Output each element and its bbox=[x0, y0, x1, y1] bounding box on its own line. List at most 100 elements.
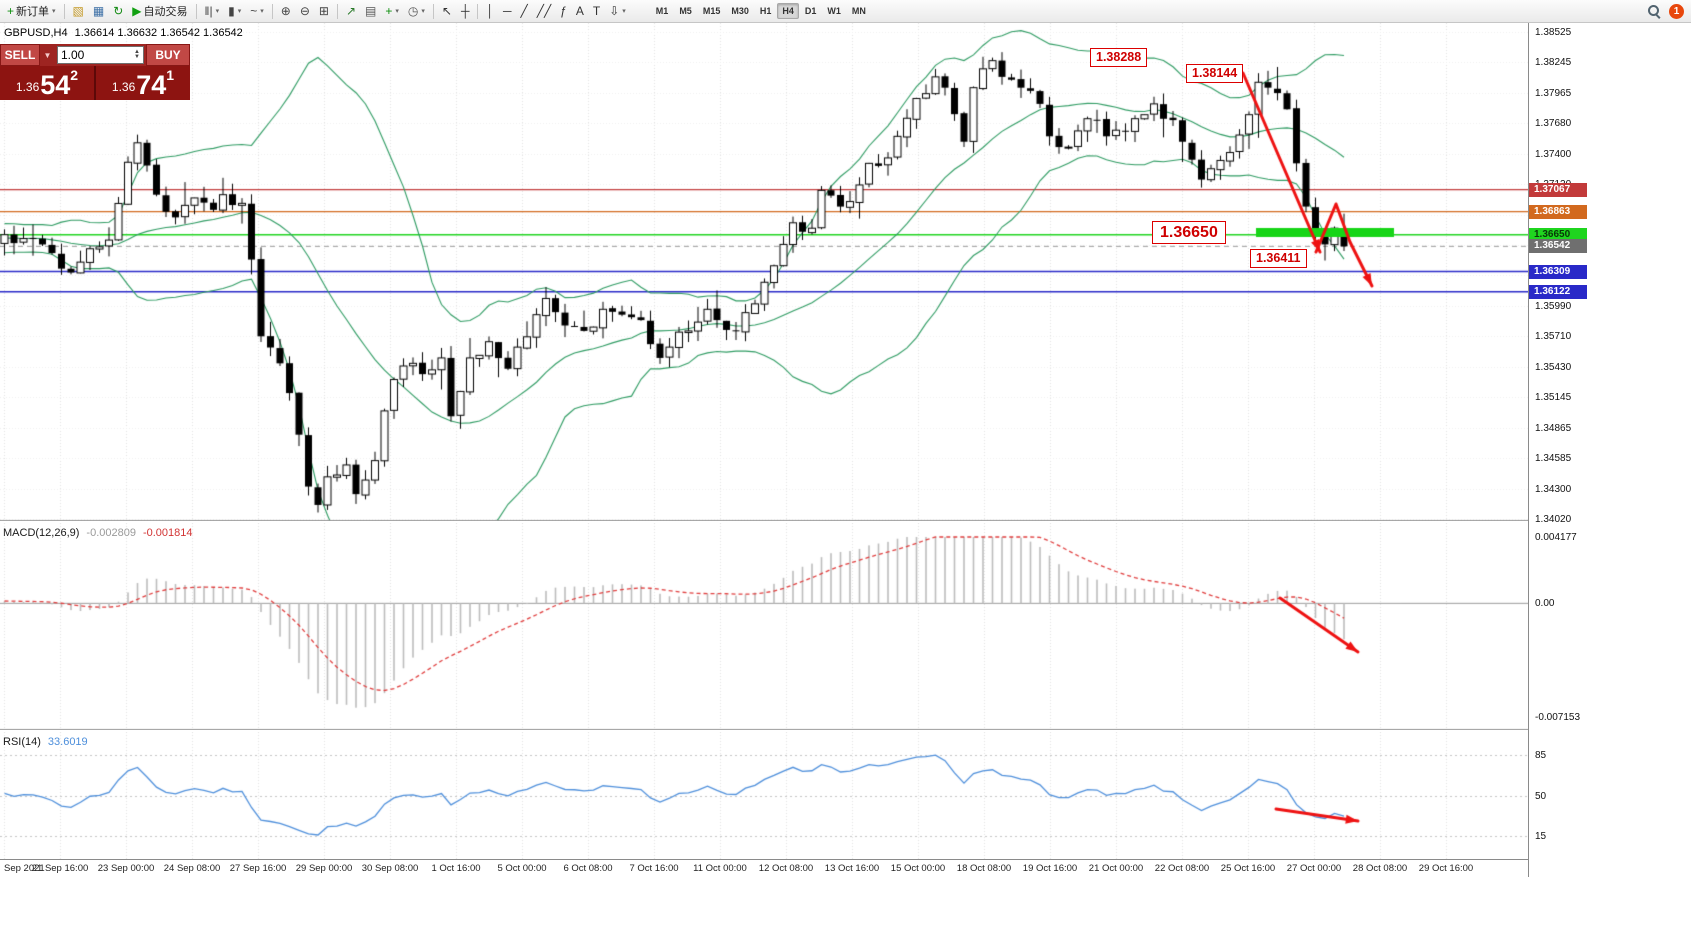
search-icon[interactable] bbox=[1647, 4, 1661, 18]
caret-down-icon: ▾ bbox=[622, 8, 626, 15]
rsi-value: 33.6019 bbox=[47, 736, 88, 748]
order-type-dropdown[interactable]: ▼ bbox=[43, 50, 52, 60]
time-axis-label: 21 Oct 00:00 bbox=[1088, 863, 1144, 874]
toolbar-profiles-button[interactable]: ▧ bbox=[69, 1, 88, 22]
main-chart-canvas[interactable] bbox=[0, 23, 1528, 521]
volume-spinner[interactable]: ▲ ▼ bbox=[134, 49, 140, 60]
toolbar-market-watch-button[interactable]: ▦ bbox=[89, 1, 108, 22]
rsi-pane-canvas[interactable] bbox=[0, 732, 1528, 859]
chart-annotations-layer: 1.38288 1.38144 1.36650 1.36411 bbox=[0, 23, 1528, 521]
price-axis-label: 1.38245 bbox=[1535, 57, 1572, 69]
rsi-title: RSI(14) bbox=[3, 736, 41, 748]
notification-badge[interactable]: 1 bbox=[1669, 3, 1684, 19]
volume-input[interactable]: 1.00 ▲ ▼ bbox=[57, 46, 144, 64]
toolbar-vertical-line-button[interactable]: │ bbox=[482, 1, 498, 22]
zoom-out-icon: ⊖ bbox=[299, 4, 310, 18]
toolbar-channel-button[interactable]: ╱╱ bbox=[533, 1, 555, 22]
toolbar-autotrading-button[interactable]: ▶ 自动交易 bbox=[128, 1, 191, 22]
timeframe-m5-button[interactable]: M5 bbox=[679, 6, 692, 16]
sell-button[interactable]: SELL bbox=[0, 44, 40, 66]
volume-value: 1.00 bbox=[61, 48, 85, 62]
time-axis-label: 13 Oct 16:00 bbox=[824, 863, 880, 874]
toolbar-line-chart-button[interactable]: ~ ▾ bbox=[246, 1, 268, 22]
caret-down-icon: ▾ bbox=[421, 8, 425, 15]
macd-axis-label: 0.004177 bbox=[1535, 532, 1577, 543]
toolbar-crosshair-button[interactable]: ┼ bbox=[457, 1, 474, 22]
toolbar-separator bbox=[271, 3, 273, 19]
buy-price[interactable]: 1.36 74 1 bbox=[94, 66, 190, 100]
time-axis-label: 22 Oct 08:00 bbox=[1154, 863, 1210, 874]
caret-down-icon: ▾ bbox=[237, 8, 242, 15]
toolbar-new-order-button[interactable]: + 新订单 ▾ bbox=[3, 1, 60, 22]
toolbar-bar-chart-button[interactable]: ‖| ▾ bbox=[201, 1, 224, 22]
market-watch-icon: ▦ bbox=[92, 4, 105, 18]
caret-down-icon: ▾ bbox=[52, 8, 56, 15]
price-axis-label: 1.35430 bbox=[1535, 361, 1572, 373]
toolbar-text-button[interactable]: A bbox=[572, 1, 588, 22]
spinner-up-icon[interactable]: ▲ bbox=[134, 49, 140, 55]
time-axis-label: 30 Sep 08:00 bbox=[361, 863, 419, 874]
toolbar-horizontal-line-button[interactable]: ─ bbox=[499, 1, 516, 22]
hline-icon: ─ bbox=[502, 4, 512, 18]
time-axis-label: 15 Oct 00:00 bbox=[890, 863, 946, 874]
toolbar-data-window-button[interactable]: ▤ bbox=[361, 1, 380, 22]
sell-price-sup: 2 bbox=[70, 67, 79, 83]
timeframe-d1-button[interactable]: D1 bbox=[804, 6, 817, 16]
price-level-tag: 1.36650 bbox=[1529, 227, 1587, 242]
time-axis-label: 25 Oct 16:00 bbox=[1220, 863, 1276, 874]
toolbar-zoom-out-button[interactable]: ⊖ bbox=[296, 1, 314, 22]
toolbar-separator bbox=[477, 3, 479, 19]
annotation-price-label[interactable]: 1.38144 bbox=[1186, 64, 1244, 83]
bar-chart-icon: ‖| bbox=[204, 4, 213, 18]
price-axis-label: 1.37400 bbox=[1535, 148, 1572, 160]
timeframe-mn-button[interactable]: MN bbox=[851, 6, 866, 16]
toolbar-add-indicator-button[interactable]: + ▾ bbox=[381, 1, 403, 22]
annotation-price-label[interactable]: 1.36650 bbox=[1152, 221, 1226, 244]
channel-icon: ╱╱ bbox=[536, 4, 552, 18]
time-axis-label: 18 Oct 08:00 bbox=[956, 863, 1012, 874]
toolbar-trendline-button[interactable]: ╱ bbox=[516, 1, 531, 22]
spinner-down-icon[interactable]: ▼ bbox=[134, 54, 140, 60]
caret-down-icon: ▾ bbox=[215, 8, 220, 15]
toolbar-text-label-button[interactable]: T bbox=[589, 1, 604, 22]
macd-pane-canvas[interactable] bbox=[0, 523, 1528, 730]
toolbar: + 新订单 ▾ ▧ ▦ ↻ ▶ 自动交易 ‖| ▾ ▮ ▾ ~ ▾ ⊕ ⊖ ⊞ ↗ ▤ + ▾ ◷ ▾ ↖ ┼ │ ─ ╱ ╱╱ ƒ A T ⇩… bbox=[0, 0, 1691, 23]
toolbar-candlestick-chart-button[interactable]: ▮ ▾ bbox=[224, 1, 245, 22]
time-axis-label: 1 Oct 16:00 bbox=[431, 863, 481, 874]
toolbar-tile-windows-button[interactable]: ⊞ bbox=[315, 1, 333, 22]
chart-area: 1.38288 1.38144 1.36650 1.36411 GBPUSD,H4 1.… bbox=[0, 23, 1691, 878]
timeframe-h1-button[interactable]: H1 bbox=[759, 6, 772, 16]
toolbar-fibonacci-button[interactable]: ƒ bbox=[556, 1, 571, 22]
timeframe-m1-button[interactable]: M1 bbox=[655, 6, 669, 16]
annotation-price-label[interactable]: 1.36411 bbox=[1250, 249, 1307, 268]
timeframe-m15-button[interactable]: M15 bbox=[702, 6, 721, 16]
price-axis-label: 1.35990 bbox=[1535, 301, 1572, 313]
timeframe-w1-button[interactable]: W1 bbox=[827, 6, 841, 16]
trendline-icon: ╱ bbox=[520, 4, 528, 18]
time-axis-label: 19 Oct 16:00 bbox=[1022, 863, 1078, 874]
annotation-price-label[interactable]: 1.38288 bbox=[1090, 48, 1148, 67]
toolbar-right-group: 1 bbox=[1647, 3, 1688, 19]
price-axis[interactable]: 1.385251.382451.379651.376801.374001.371… bbox=[1528, 23, 1691, 877]
time-axis-label: 29 Oct 16:00 bbox=[1418, 863, 1474, 874]
add-indicator-icon: + bbox=[385, 4, 393, 18]
toolbar-separator bbox=[63, 3, 65, 19]
text-icon: A bbox=[575, 4, 584, 18]
timeframe-h4-button[interactable]: H4 bbox=[777, 3, 799, 19]
fibonacci-icon: ƒ bbox=[560, 4, 567, 18]
caret-down-icon: ▾ bbox=[260, 8, 264, 15]
toolbar-periods-button[interactable]: ◷ ▾ bbox=[404, 1, 429, 22]
toolbar-refresh-button[interactable]: ↻ bbox=[109, 1, 127, 22]
toolbar-cursor-button[interactable]: ↖ bbox=[438, 1, 456, 22]
time-axis-label: 6 Oct 08:00 bbox=[563, 863, 613, 874]
toolbar-arrows-button[interactable]: ⇩ ▾ bbox=[605, 1, 630, 22]
macd-main-value: -0.002809 bbox=[86, 527, 136, 539]
timeframe-m30-button[interactable]: M30 bbox=[731, 6, 749, 16]
time-axis[interactable]: Sep 2021 21 Sep 16:00 23 Sep 00:00 24 Sep 0… bbox=[0, 859, 1528, 878]
toolbar-zoom-in-button[interactable]: ⊕ bbox=[277, 1, 295, 22]
toolbar-indicator-list-button[interactable]: ↗ bbox=[342, 1, 360, 22]
price-axis-label: 1.38525 bbox=[1535, 27, 1572, 38]
buy-button[interactable]: BUY bbox=[146, 44, 190, 66]
sell-price[interactable]: 1.36 54 2 bbox=[0, 66, 94, 100]
